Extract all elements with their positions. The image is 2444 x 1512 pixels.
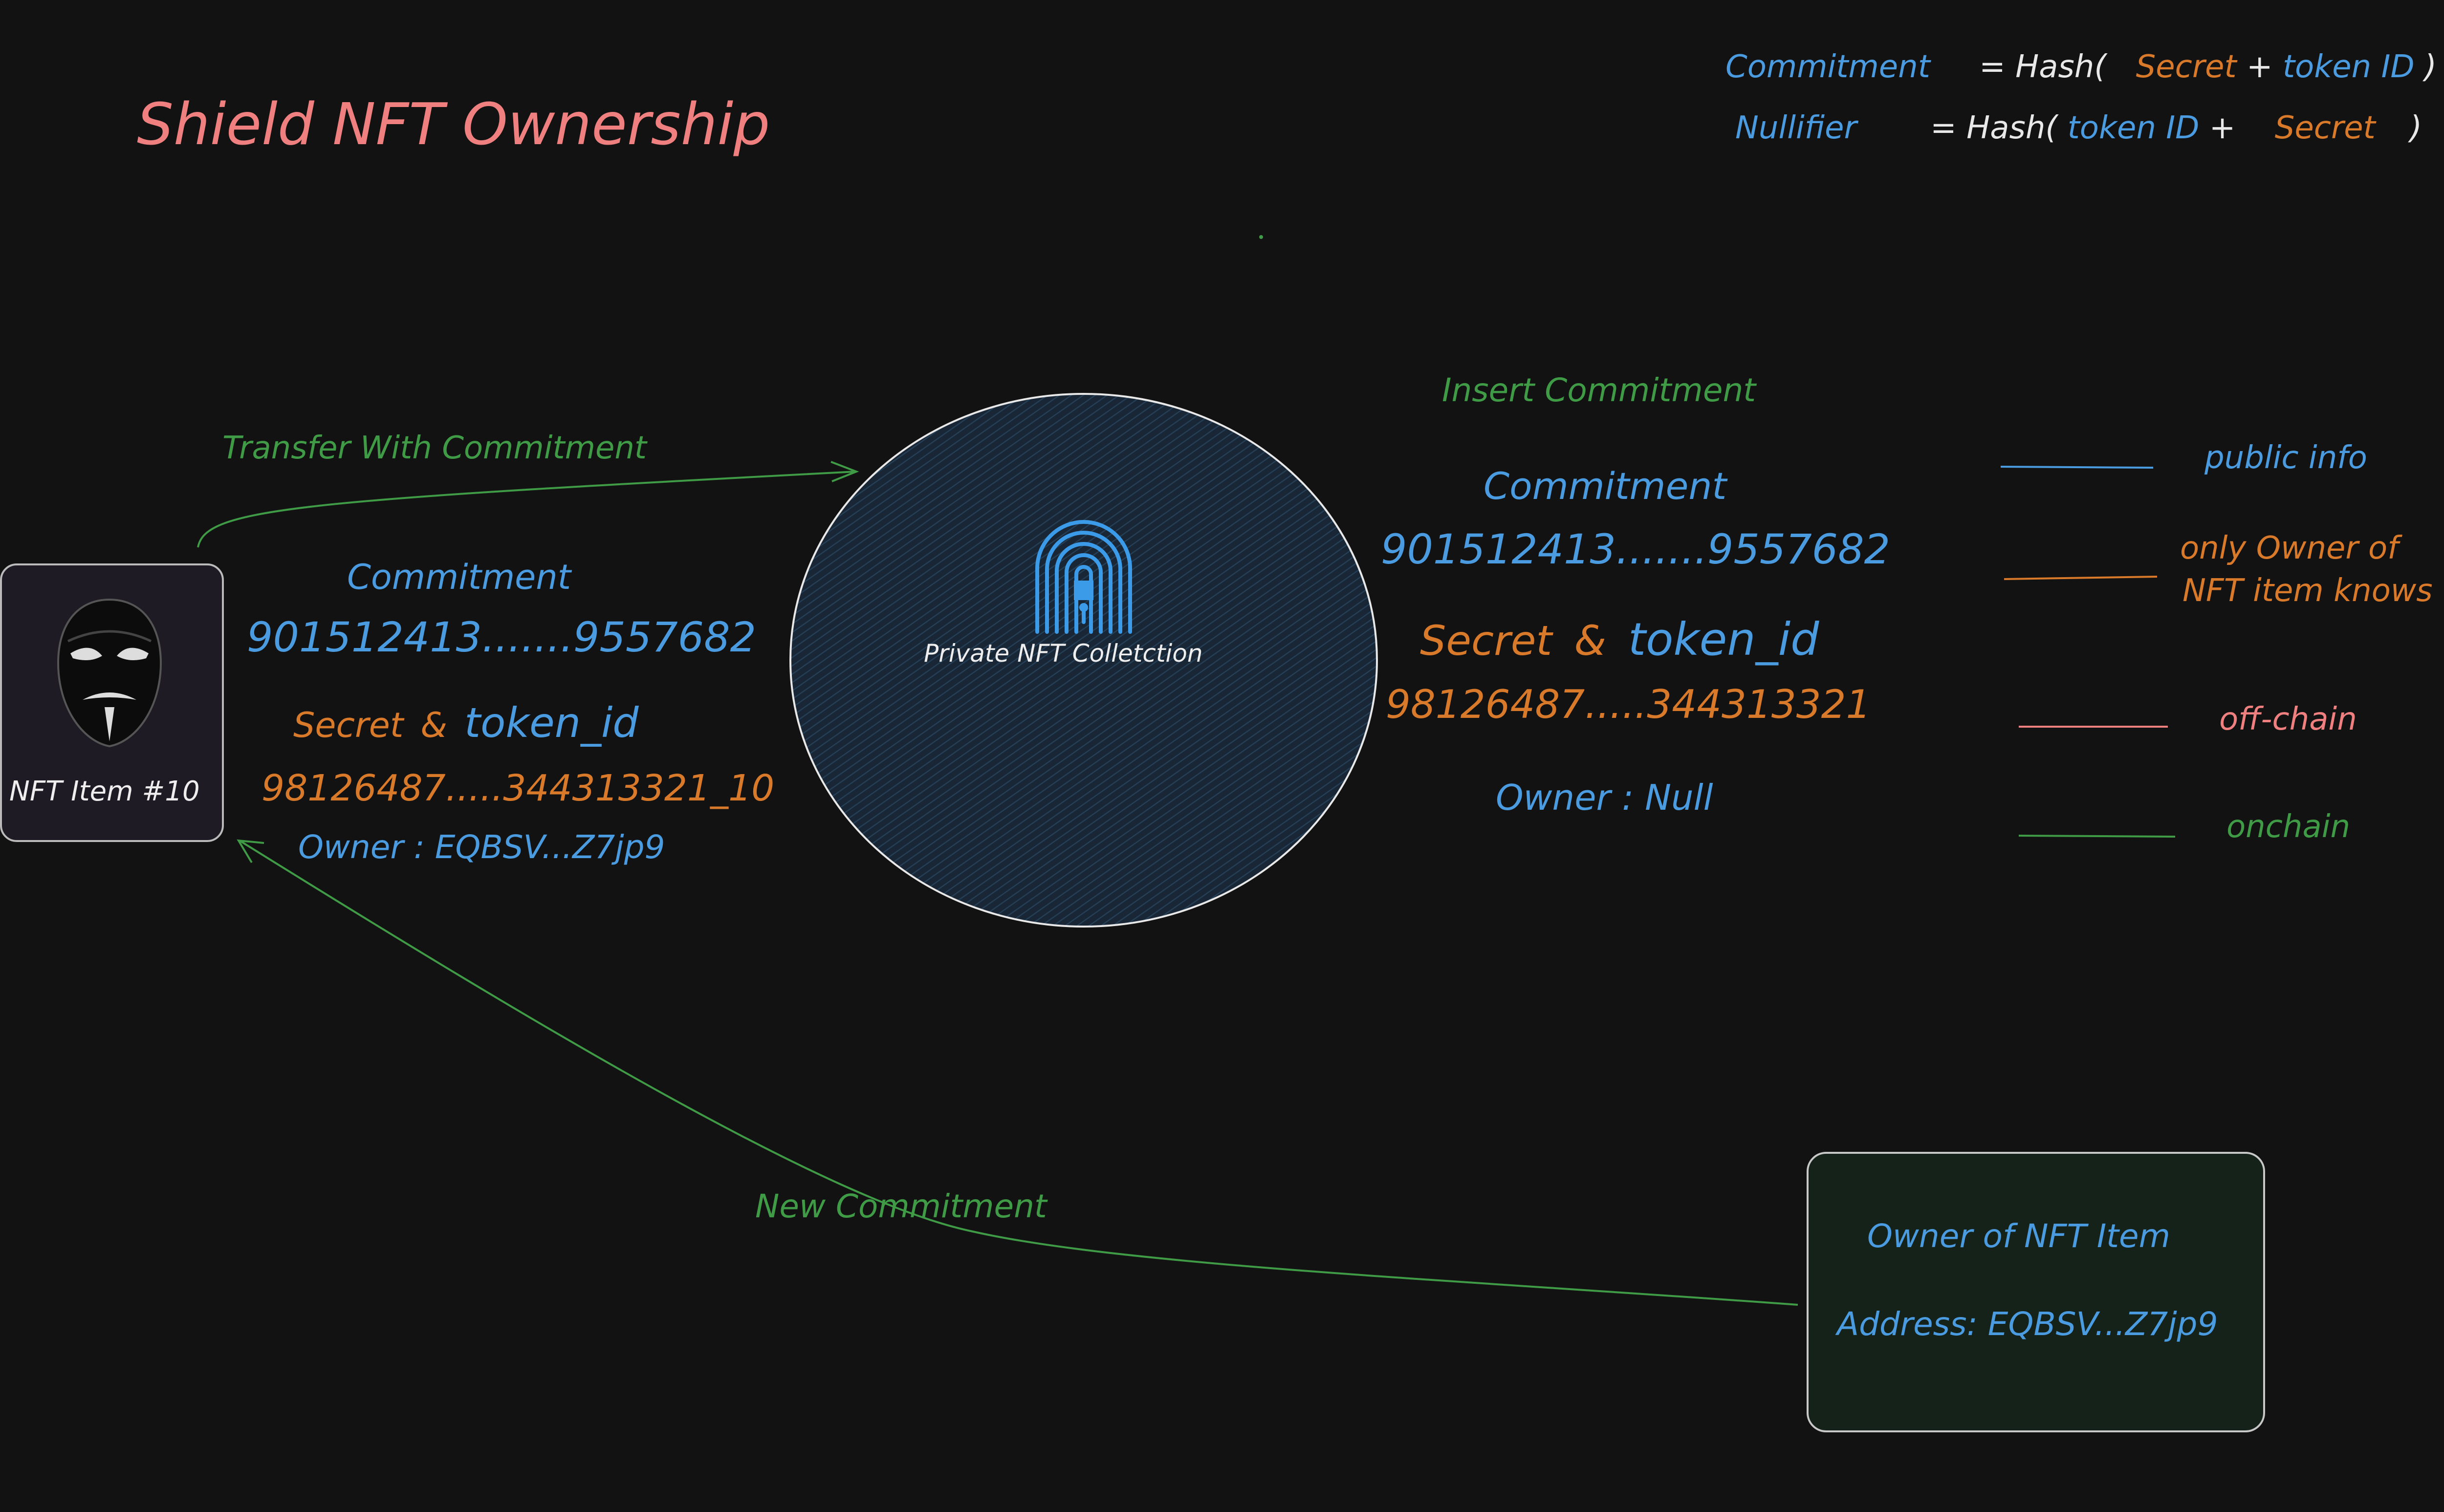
owner-card-address: Address: EQBSV...Z7jp9	[1837, 1305, 2218, 1343]
legend-owner-line-2: NFT item knows	[2182, 573, 2433, 609]
collection-commitment-value: 901512413.......9557682	[1381, 525, 1891, 573]
collection-outline	[789, 393, 1378, 928]
formula-close: )	[2410, 110, 2422, 146]
nft-amp: &	[420, 705, 447, 745]
legend-owner-line-1: only Owner of	[2180, 530, 2399, 566]
legend-line-owner	[2004, 576, 2158, 580]
collection-secret-value: 98126487.....344313321	[1386, 682, 1871, 727]
collection-amp: &	[1574, 617, 1606, 665]
transfer-label: Transfer With Commitment	[222, 430, 647, 466]
owner-card[interactable]: Owner of NFT Item Address: EQBSV...Z7jp9	[1807, 1152, 2265, 1432]
legend-onchain: onchain	[2226, 809, 2351, 845]
collection-hatch	[790, 394, 1377, 927]
formula-token-id: token ID	[2067, 110, 2200, 146]
private-collection-circle[interactable]	[788, 392, 1379, 935]
fingerprint-lock-icon	[1035, 520, 1132, 634]
nft-secret-token-heading: Secret & token_id	[293, 699, 639, 747]
collection-secret-token-heading: Secret & token_id	[1420, 613, 1819, 666]
nft-token-label: token_id	[464, 699, 639, 747]
formula-eq: = Hash(	[1979, 49, 2107, 85]
collection-secret-label: Secret	[1420, 617, 1552, 665]
commitment-formula: Commitment = Hash( Secret + token ID )	[1725, 49, 2437, 85]
nullifier-formula: Nullifier = Hash( token ID + Secret )	[1735, 110, 2422, 146]
formula-plus: +	[2209, 110, 2236, 146]
legend-line-onchain	[2018, 835, 2176, 838]
diagram-title: Shield NFT Ownership	[137, 90, 770, 158]
nft-owner: Owner : EQBSV...Z7jp9	[298, 828, 665, 866]
formula-plus: +	[2246, 49, 2273, 85]
formula-eq: = Hash(	[1930, 110, 2058, 146]
anonymous-mask-icon	[57, 598, 162, 748]
owner-card-title: Owner of NFT Item	[1867, 1217, 2170, 1255]
new-commitment-head	[237, 839, 264, 864]
transfer-arrow-head	[830, 461, 859, 482]
new-commitment-line	[239, 840, 1798, 1306]
insert-commitment-label: Insert Commitment	[1442, 371, 1756, 409]
formula-token-id: token ID	[2282, 49, 2415, 85]
nft-item-label: NFT Item #10	[9, 776, 200, 807]
formula-secret: Secret	[2274, 110, 2376, 146]
formula-nullifier-label: Nullifier	[1735, 110, 1857, 146]
collection-commitment-label: Commitment	[1484, 464, 1727, 508]
new-commitment-label: New Commitment	[755, 1188, 1047, 1225]
collection-label: Private NFT Colletction	[924, 639, 1203, 668]
nft-secret-label: Secret	[293, 705, 404, 745]
nft-commitment-label: Commitment	[347, 557, 571, 597]
legend-line-public	[2000, 466, 2154, 469]
formula-close: )	[2424, 49, 2437, 85]
nft-item-card[interactable]: NFT Item #10	[0, 563, 224, 842]
legend-public-info: public info	[2204, 440, 2367, 476]
nft-secret-value: 98126487.....344313321_10	[262, 767, 775, 809]
transfer-arrow-line	[197, 471, 856, 548]
collection-token-label: token_id	[1628, 613, 1819, 666]
legend-offchain: off-chain	[2219, 701, 2357, 737]
stray-dot	[1259, 235, 1263, 239]
formula-commitment-label: Commitment	[1725, 49, 1930, 85]
collection-owner: Owner : Null	[1496, 777, 1713, 818]
formula-secret: Secret	[2136, 49, 2237, 85]
nft-commitment-value: 901512413.......9557682	[247, 613, 757, 661]
